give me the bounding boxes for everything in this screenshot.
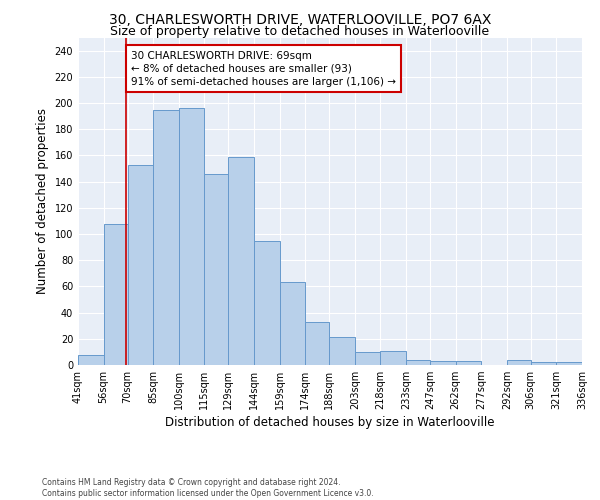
Bar — [104, 224, 128, 365]
Bar — [153, 110, 179, 365]
Bar — [380, 350, 406, 365]
Bar — [531, 362, 556, 365]
Bar — [205, 174, 229, 365]
Bar — [507, 360, 531, 365]
Bar — [305, 322, 329, 365]
Bar — [355, 352, 380, 365]
Bar — [329, 338, 355, 365]
X-axis label: Distribution of detached houses by size in Waterlooville: Distribution of detached houses by size … — [165, 416, 495, 430]
Bar — [254, 240, 280, 365]
Text: Size of property relative to detached houses in Waterlooville: Size of property relative to detached ho… — [110, 25, 490, 38]
Bar — [128, 164, 153, 365]
Text: 30 CHARLESWORTH DRIVE: 69sqm
← 8% of detached houses are smaller (93)
91% of sem: 30 CHARLESWORTH DRIVE: 69sqm ← 8% of det… — [131, 50, 396, 87]
Text: Contains HM Land Registry data © Crown copyright and database right 2024.
Contai: Contains HM Land Registry data © Crown c… — [42, 478, 374, 498]
Text: 30, CHARLESWORTH DRIVE, WATERLOOVILLE, PO7 6AX: 30, CHARLESWORTH DRIVE, WATERLOOVILLE, P… — [109, 12, 491, 26]
Bar — [229, 156, 254, 365]
Bar — [556, 362, 582, 365]
Bar — [406, 360, 430, 365]
Bar — [78, 354, 104, 365]
Bar — [430, 361, 455, 365]
Bar — [455, 361, 481, 365]
Bar — [179, 108, 205, 365]
Bar — [280, 282, 305, 365]
Y-axis label: Number of detached properties: Number of detached properties — [36, 108, 49, 294]
